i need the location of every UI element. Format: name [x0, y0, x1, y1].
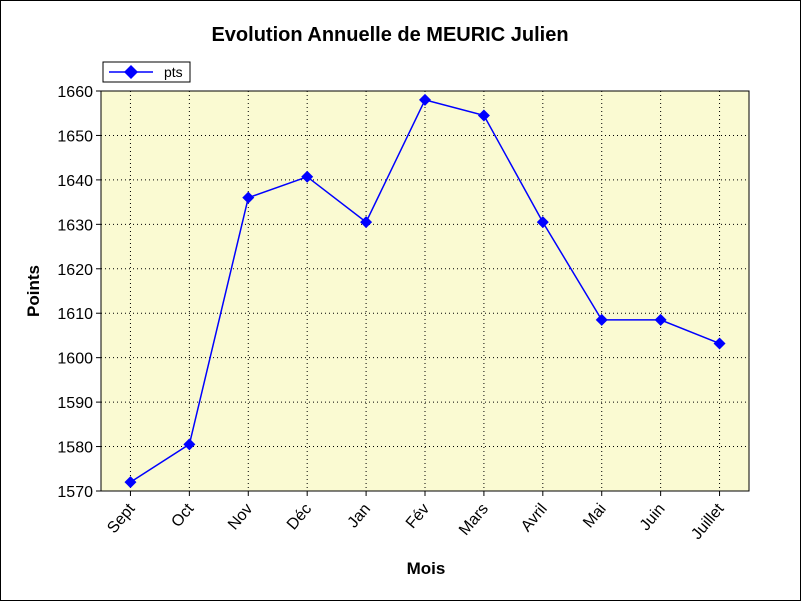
y-tick-label: 1620	[57, 262, 93, 279]
x-tick-label: Juin	[637, 501, 669, 534]
x-tick-label: Mai	[580, 501, 610, 532]
chart-title: Evolution Annuelle de MEURIC Julien	[211, 24, 568, 46]
y-axis: 1570 1580 1590 1600 1610 1620 1630 1640 1650 1660	[57, 84, 101, 501]
data-point	[595, 313, 608, 326]
series-layer	[124, 93, 726, 489]
y-tick-label: 1630	[57, 217, 93, 234]
x-tick-label: Avril	[518, 501, 551, 536]
y-tick-label: 1590	[57, 395, 93, 412]
data-point	[360, 216, 373, 229]
data-point	[124, 476, 137, 489]
x-tick-label: Mars	[456, 501, 492, 539]
data-point	[183, 438, 196, 451]
x-tick-label: Déc	[284, 501, 315, 534]
y-axis-title: Points	[24, 265, 43, 317]
data-point	[419, 93, 431, 106]
legend-marker	[124, 65, 138, 79]
legend-label: pts	[164, 64, 183, 80]
y-tick-label: 1660	[57, 84, 93, 101]
x-tick-label: Jan	[345, 501, 375, 532]
gridlines	[101, 91, 749, 491]
y-tick-label: 1570	[57, 484, 93, 501]
data-point	[242, 191, 255, 204]
data-point	[536, 216, 549, 229]
data-point	[477, 109, 490, 122]
legend: pts	[102, 61, 191, 83]
x-tick-label: Nov	[225, 501, 256, 534]
x-axis-title: Mois	[407, 559, 446, 578]
y-tick-label: 1610	[57, 306, 93, 323]
x-axis: Sept Oct Nov Déc Jan Fév Mars Avril Mai Juin Juill…	[104, 491, 728, 543]
x-tick-label: Juillet	[688, 500, 728, 543]
y-tick-label: 1580	[57, 440, 93, 457]
data-point	[301, 170, 314, 183]
x-tick-label: Fév	[403, 501, 433, 532]
x-tick-label: Oct	[168, 500, 197, 530]
data-point	[654, 313, 667, 326]
x-tick-label: Sept	[104, 500, 139, 537]
y-tick-label: 1650	[57, 128, 93, 145]
data-point	[713, 337, 726, 350]
y-tick-label: 1640	[57, 173, 93, 190]
y-tick-label: 1600	[57, 351, 93, 368]
